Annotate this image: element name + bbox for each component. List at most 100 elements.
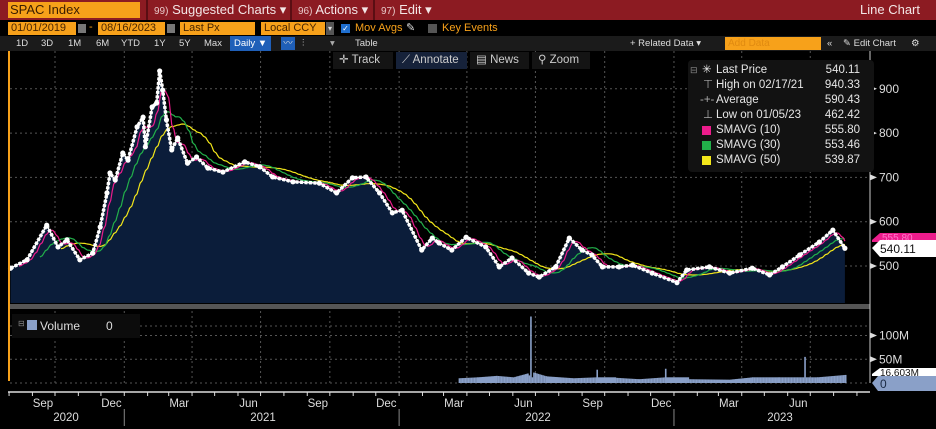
volume-bar: [805, 377, 808, 383]
legend-row-sma10[interactable]: SMAVG (10) 555.80: [688, 123, 874, 138]
volume-bar: [634, 378, 637, 383]
volume-bar: [824, 376, 827, 383]
edit-menu[interactable]: 97) Edit ▾: [373, 0, 438, 20]
volume-bar: [704, 379, 707, 383]
period-1y[interactable]: 1Y: [154, 38, 166, 49]
security-input[interactable]: SPAC Index: [8, 2, 140, 18]
end-date-input[interactable]: 08/16/2023: [98, 22, 165, 35]
volume-bar: [511, 377, 513, 383]
volume-bar: [630, 378, 632, 383]
x-year-label: 2022: [525, 412, 551, 424]
volume-bar: [520, 375, 522, 383]
related-data-button[interactable]: + Related Data ▾: [630, 38, 702, 49]
volume-bar: [606, 377, 609, 383]
table-button[interactable]: Table: [355, 38, 378, 49]
volume-bar: [789, 377, 791, 383]
volume-tick: [870, 332, 877, 339]
calendar-icon[interactable]: [167, 24, 175, 33]
volume-bar: [567, 377, 569, 383]
volume-bar: [594, 377, 596, 383]
panel-separator[interactable]: [8, 304, 870, 309]
start-date-input[interactable]: 01/01/2019: [8, 22, 76, 35]
price-point: [316, 180, 322, 186]
volume-bar: [710, 379, 713, 383]
period-3d[interactable]: 3D: [41, 38, 54, 49]
volume-bar: [486, 376, 489, 383]
collapse-icon[interactable]: ⊟: [18, 319, 25, 328]
price-point: [483, 244, 489, 250]
chevron-down-icon[interactable]: ▾: [330, 38, 335, 49]
collapse-button[interactable]: «: [827, 38, 833, 49]
volume-bar: [780, 377, 782, 383]
legend-row-average[interactable]: -+- Average 590.43: [688, 93, 874, 108]
legend-row-sma50[interactable]: SMAVG (50) 539.87: [688, 153, 874, 168]
volume-bar: [562, 377, 565, 383]
bar-chart-icon[interactable]: ⫶: [302, 38, 305, 49]
period-5y[interactable]: 5Y: [179, 38, 191, 49]
period-1d[interactable]: 1D: [16, 38, 29, 49]
gear-icon[interactable]: ⚙: [911, 38, 920, 49]
pencil-icon[interactable]: ✎: [406, 22, 416, 34]
x-month-label: Jun: [514, 398, 533, 410]
volume-tick: [870, 356, 877, 363]
edit-chart-button[interactable]: ✎ Edit Chart: [843, 36, 896, 51]
currency-select[interactable]: Local CCY: [261, 22, 325, 35]
frequency-select[interactable]: Daily ▼: [230, 36, 272, 51]
price-point: [64, 237, 70, 243]
volume-bar: [770, 377, 772, 383]
price-point: [290, 179, 296, 185]
period-1m[interactable]: 1M: [68, 38, 82, 49]
volume-bar: [774, 377, 777, 383]
volume-bar: [844, 374, 847, 383]
chevron-down-icon[interactable]: ▾: [326, 22, 334, 35]
suggested-charts-menu[interactable]: 99) Suggested Charts ▾: [146, 0, 292, 20]
legend-row-low[interactable]: ⊥ Low on 01/05/23 462.42: [688, 108, 874, 123]
legend-value: 555.80: [824, 124, 860, 136]
volume-bar: [653, 378, 656, 383]
volume-bar: [743, 378, 746, 383]
legend-label: Low on 01/05/23: [716, 109, 802, 121]
x-month-label: Sep: [582, 398, 602, 410]
legend-row-sma30[interactable]: SMAVG (30) 553.46: [688, 138, 874, 153]
volume-bar: [636, 379, 638, 383]
volume-bar: [792, 377, 794, 383]
legend-label: High on 02/17/21: [716, 79, 804, 91]
line-chart-icon[interactable]: 〰: [281, 37, 295, 50]
volume-bar: [716, 379, 719, 383]
volume-legend[interactable]: ⊟ Volume 0: [12, 314, 140, 338]
sma50-swatch: [702, 156, 711, 165]
collapse-icon[interactable]: ⊟: [690, 65, 698, 75]
period-max[interactable]: Max: [204, 38, 222, 49]
annotate-button[interactable]: ⟋ Annotate: [396, 52, 467, 69]
period-6m[interactable]: 6M: [96, 38, 110, 49]
star-marker-icon: ✳: [702, 64, 712, 76]
legend-value: 540.11: [825, 64, 860, 76]
mov-avgs-checkbox[interactable]: ✓: [341, 24, 350, 33]
volume-bar: [602, 377, 605, 383]
volume-bar: [798, 377, 800, 383]
actions-menu[interactable]: 96) Actions ▾: [290, 0, 374, 20]
zoom-button[interactable]: ⚲ Zoom: [532, 52, 590, 69]
price-point: [77, 257, 83, 263]
track-button[interactable]: ✛ Track: [333, 52, 393, 69]
key-events-checkbox[interactable]: [428, 24, 437, 33]
add-data-input[interactable]: Add Data: [725, 37, 821, 50]
volume-bar: [811, 377, 814, 383]
sma10-swatch: [702, 126, 711, 135]
field-input[interactable]: Last Px: [180, 22, 255, 35]
chart-legend[interactable]: ⊟ ✳ Last Price 540.11 ⊤ High on 02/17/21 940.…: [688, 60, 874, 172]
x-year-label: 2021: [250, 412, 276, 424]
legend-row-high[interactable]: ⊤ High on 02/17/21 940.33: [688, 78, 874, 93]
volume-bar: [808, 377, 811, 383]
volume-bar: [838, 375, 840, 383]
volume-bar: [646, 378, 648, 383]
legend-row-last-price[interactable]: ⊟ ✳ Last Price 540.11: [688, 63, 874, 78]
volume-bar: [724, 379, 727, 383]
price-point: [142, 144, 148, 150]
period-ytd[interactable]: YTD: [121, 38, 140, 49]
calendar-icon[interactable]: [78, 24, 86, 33]
magnifier-icon: ⚲: [538, 54, 550, 66]
volume-bar: [796, 377, 799, 383]
volume-bar: [483, 376, 486, 383]
news-button[interactable]: ▤ News: [470, 52, 529, 69]
